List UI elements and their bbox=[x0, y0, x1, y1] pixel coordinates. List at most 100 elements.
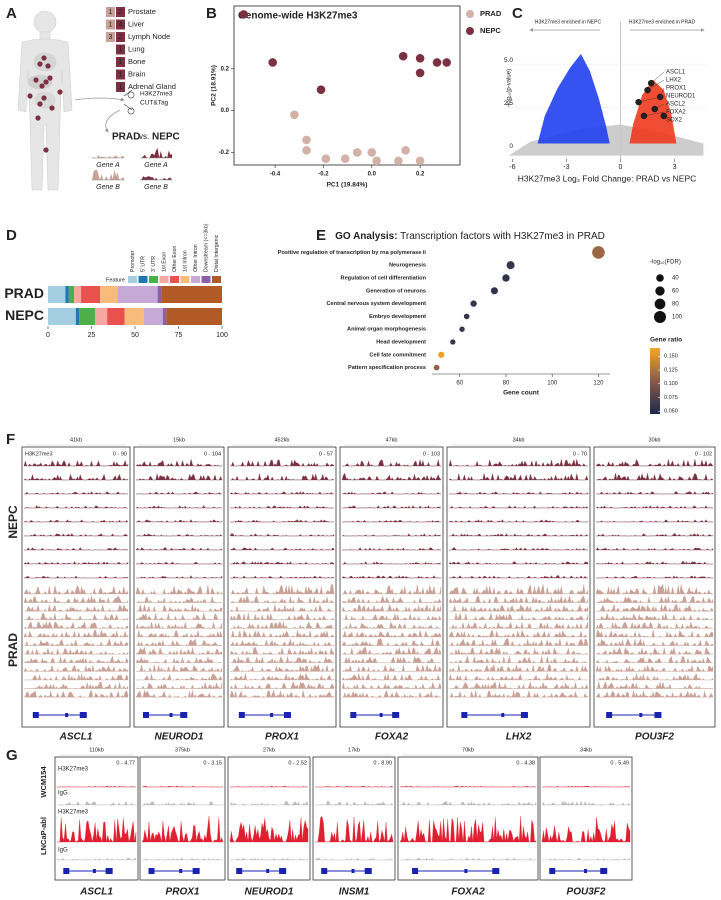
prad-signal bbox=[229, 629, 335, 638]
point bbox=[290, 110, 299, 120]
prad-signal bbox=[448, 647, 589, 655]
prad-signal bbox=[449, 604, 589, 612]
bar-segment bbox=[100, 286, 118, 303]
nepc-signal bbox=[229, 491, 335, 495]
body-silhouette bbox=[17, 10, 73, 191]
bar-segment bbox=[157, 286, 162, 303]
prad-signal bbox=[448, 690, 589, 698]
prad-signal bbox=[23, 584, 129, 595]
prad-signal bbox=[229, 647, 335, 655]
region-size: 41kb bbox=[70, 437, 82, 443]
prad-signal bbox=[23, 595, 129, 604]
point bbox=[352, 148, 362, 157]
legend-swatch bbox=[180, 276, 190, 283]
gene-model-exon bbox=[351, 869, 355, 873]
sample-dot bbox=[41, 95, 47, 101]
dot bbox=[592, 246, 605, 259]
prad-signal bbox=[230, 656, 335, 664]
sample-dot bbox=[35, 115, 41, 121]
gene-point bbox=[644, 86, 651, 94]
legend-label: PRAD bbox=[480, 9, 502, 18]
nepc-signal bbox=[136, 533, 223, 537]
cuttag-signal bbox=[141, 801, 224, 806]
nepc-signal bbox=[448, 533, 589, 537]
cuttag-signal bbox=[57, 801, 137, 806]
y-axis-label: PC2 (18.91%) bbox=[211, 65, 218, 106]
region-size: 375kb bbox=[175, 747, 190, 753]
prad-signal bbox=[229, 689, 335, 698]
point bbox=[302, 146, 311, 155]
prad-signal bbox=[448, 595, 589, 604]
nepc-signal bbox=[448, 561, 589, 565]
site-count: 3 bbox=[109, 34, 113, 41]
gene-leader bbox=[643, 111, 665, 117]
panel-label: C bbox=[512, 5, 523, 22]
gene-model-exon bbox=[412, 868, 419, 874]
legend-swatch bbox=[159, 276, 169, 283]
prad-signal bbox=[23, 647, 129, 655]
gene-model-exon bbox=[364, 868, 372, 874]
region-size: 30kb bbox=[649, 437, 661, 443]
legend-swatch bbox=[212, 276, 221, 283]
sample-dot bbox=[45, 63, 51, 69]
prad-signal bbox=[341, 638, 442, 646]
chart-title: GO Analysis: Transcription factors with … bbox=[335, 231, 605, 242]
gene-model-exon bbox=[63, 868, 70, 874]
group-label: NEPC bbox=[6, 505, 20, 539]
gene-model-exon bbox=[65, 713, 69, 717]
gene-label: POU3F2 bbox=[567, 887, 606, 898]
size-legend-label: 100 bbox=[672, 315, 683, 321]
region-size: 34kb bbox=[580, 747, 592, 753]
nepc-signal bbox=[342, 519, 442, 523]
prad-signal bbox=[595, 681, 714, 689]
prad-signal bbox=[595, 621, 714, 629]
prad-signal bbox=[448, 629, 589, 638]
bar-segment bbox=[79, 308, 95, 325]
nepc-signal bbox=[448, 458, 589, 467]
row-label: IgG bbox=[58, 791, 68, 797]
gene-model-exon bbox=[92, 869, 96, 873]
prad-signal bbox=[595, 690, 714, 698]
color-legend-title: Gene ratio bbox=[650, 337, 682, 344]
track-frame bbox=[133, 446, 225, 728]
color-tick-label: 0.075 bbox=[664, 395, 678, 401]
nepc-signal bbox=[229, 505, 334, 509]
nepc-signal bbox=[23, 459, 129, 467]
point bbox=[321, 154, 331, 164]
nepc-signal bbox=[595, 459, 714, 467]
gene-label: INSM1 bbox=[339, 887, 370, 898]
nepc-signal bbox=[341, 547, 442, 551]
prad-signal bbox=[230, 584, 335, 595]
nepc-signal bbox=[135, 473, 223, 481]
site-box-nepc bbox=[116, 69, 125, 80]
category-label: Cell fate commitment bbox=[369, 352, 426, 358]
sample-dot bbox=[43, 79, 49, 85]
panel-label: A bbox=[6, 5, 17, 22]
nepc-signal bbox=[449, 547, 589, 551]
prad-signal bbox=[595, 646, 714, 655]
sample-dot bbox=[27, 93, 33, 99]
gene-signal bbox=[92, 169, 124, 180]
prad-signal bbox=[135, 604, 223, 612]
prad-signal bbox=[341, 584, 442, 595]
point bbox=[415, 156, 425, 166]
gene-label: Gene A bbox=[96, 162, 120, 169]
nepc-signal bbox=[448, 575, 589, 579]
prad-signal bbox=[23, 664, 129, 672]
gene-label: POU3F2 bbox=[635, 732, 674, 743]
cuttag-signal bbox=[229, 858, 309, 861]
gene-leader bbox=[647, 79, 665, 91]
region-size: 110kb bbox=[89, 747, 104, 753]
prad-signal bbox=[342, 613, 442, 621]
gene-model-exon bbox=[105, 868, 113, 874]
site-count: 1 bbox=[119, 59, 123, 66]
compare-arrow bbox=[104, 109, 121, 133]
bar-segment bbox=[74, 286, 82, 303]
x-tick-label: -6 bbox=[509, 164, 515, 171]
gene-model-exon bbox=[520, 712, 528, 718]
nepc-signal bbox=[448, 519, 589, 523]
nepc-signal bbox=[135, 561, 223, 565]
gene-model-exon bbox=[79, 712, 87, 718]
x-tick-label: 75 bbox=[175, 332, 183, 339]
